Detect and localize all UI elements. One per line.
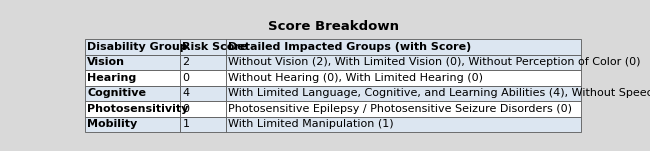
- Bar: [85, 117, 181, 132]
- Bar: [226, 39, 581, 55]
- Text: 1: 1: [183, 119, 189, 129]
- Text: 4: 4: [183, 88, 190, 98]
- Bar: [85, 39, 181, 55]
- Bar: [226, 55, 581, 70]
- Text: Cognitive: Cognitive: [87, 88, 146, 98]
- Bar: [181, 39, 226, 55]
- Bar: [85, 86, 181, 101]
- Text: Without Hearing (0), With Limited Hearing (0): Without Hearing (0), With Limited Hearin…: [228, 73, 483, 83]
- Text: Disability Group: Disability Group: [87, 42, 188, 52]
- Text: Photosensitivity: Photosensitivity: [87, 104, 188, 114]
- Bar: [181, 86, 226, 101]
- Text: Photosensitive Epilepsy / Photosensitive Seizure Disorders (0): Photosensitive Epilepsy / Photosensitive…: [228, 104, 572, 114]
- Text: Without Vision (2), With Limited Vision (0), Without Perception of Color (0): Without Vision (2), With Limited Vision …: [228, 57, 640, 67]
- Bar: [181, 101, 226, 117]
- Bar: [226, 70, 581, 86]
- Text: Risk Score: Risk Score: [183, 42, 248, 52]
- Bar: [181, 117, 226, 132]
- Text: Detailed Impacted Groups (with Score): Detailed Impacted Groups (with Score): [228, 42, 471, 52]
- Bar: [181, 70, 226, 86]
- Bar: [181, 55, 226, 70]
- Bar: [85, 70, 181, 86]
- Text: 0: 0: [183, 104, 189, 114]
- Bar: [85, 55, 181, 70]
- Text: 2: 2: [183, 57, 190, 67]
- Text: Score Breakdown: Score Breakdown: [268, 20, 398, 33]
- Text: 0: 0: [183, 73, 189, 83]
- Text: With Limited Language, Cognitive, and Learning Abilities (4), Without Speech (0 : With Limited Language, Cognitive, and Le…: [228, 88, 650, 98]
- Bar: [226, 86, 581, 101]
- Text: Vision: Vision: [87, 57, 125, 67]
- Text: Mobility: Mobility: [87, 119, 138, 129]
- Bar: [226, 101, 581, 117]
- Bar: [226, 117, 581, 132]
- Bar: [85, 101, 181, 117]
- Text: With Limited Manipulation (1): With Limited Manipulation (1): [228, 119, 394, 129]
- Text: Hearing: Hearing: [87, 73, 136, 83]
